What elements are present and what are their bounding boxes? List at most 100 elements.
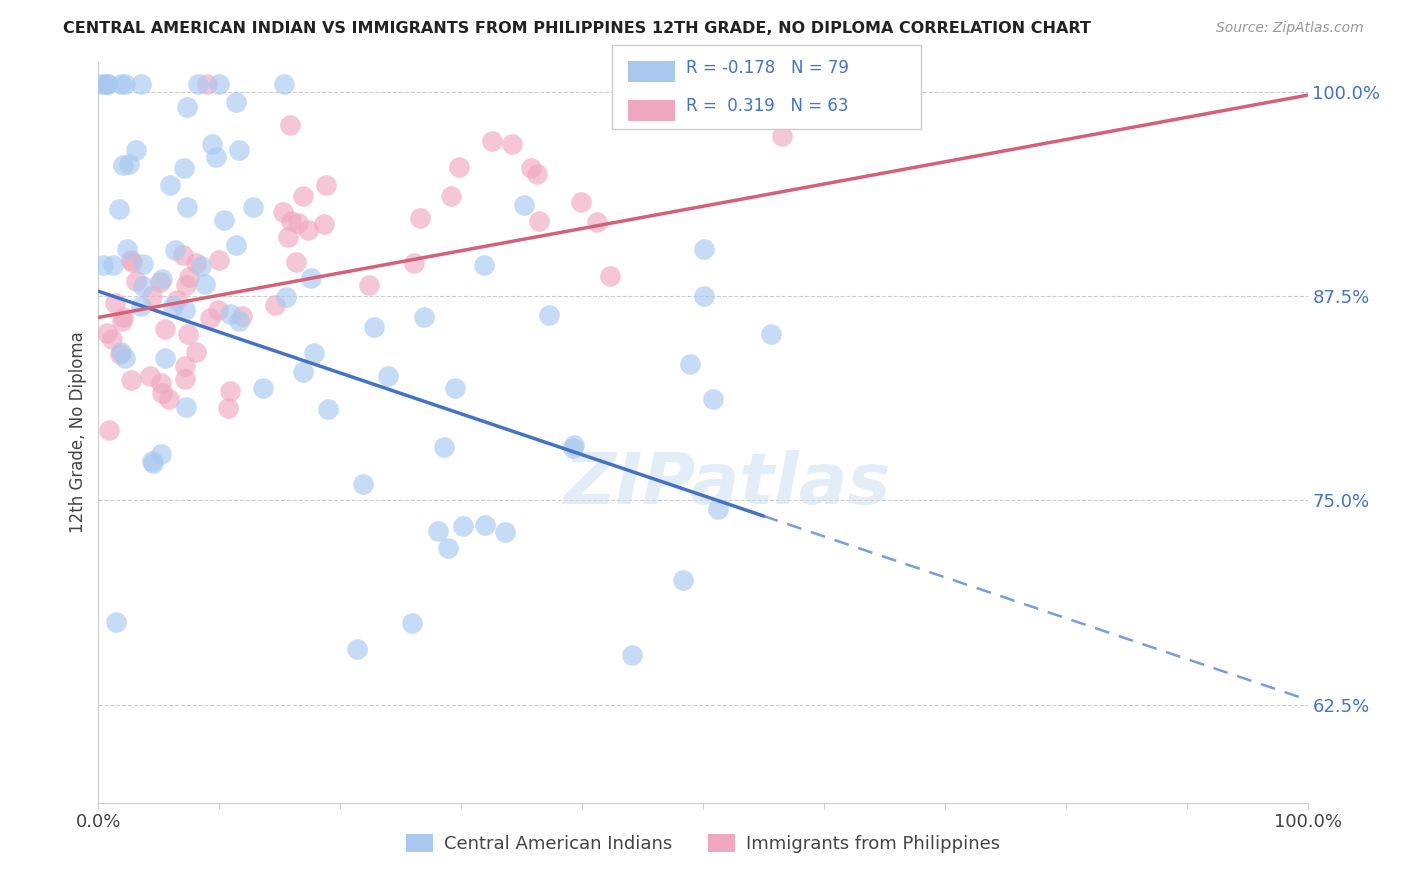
Point (107, 202, 129, 216)
Point (412, 310, 434, 324)
Point (451, 519, 474, 533)
Point (105, 615, 128, 630)
Point (212, 213, 235, 227)
Point (357, 278, 380, 293)
Text: Source: ZipAtlas.com: Source: ZipAtlas.com (1216, 21, 1364, 36)
Point (195, 77, 218, 91)
Point (129, 77, 152, 91)
Legend: Central American Indians, Immigrants from Philippines: Central American Indians, Immigrants fro… (399, 827, 1007, 861)
Point (174, 278, 197, 293)
Point (187, 77, 209, 91)
Point (620, 648, 643, 663)
Point (692, 242, 714, 256)
Point (231, 309, 253, 323)
Point (280, 214, 302, 228)
Point (208, 77, 231, 91)
Point (228, 314, 250, 328)
Point (114, 351, 136, 365)
Point (409, 211, 432, 225)
Point (90, 77, 112, 91)
Point (121, 254, 143, 268)
Point (586, 215, 609, 229)
Point (207, 302, 229, 317)
Point (440, 188, 463, 202)
Point (204, 150, 226, 164)
Point (162, 299, 184, 313)
Point (110, 77, 132, 91)
Point (150, 386, 173, 401)
Point (125, 275, 148, 289)
Point (569, 195, 592, 210)
Point (155, 322, 177, 336)
Point (217, 401, 239, 415)
Point (520, 161, 543, 175)
Point (276, 291, 298, 305)
Point (761, 326, 783, 341)
Y-axis label: 12th Grade, No Diploma: 12th Grade, No Diploma (69, 332, 87, 533)
Point (141, 289, 163, 303)
Point (316, 402, 339, 417)
Point (538, 308, 561, 322)
Point (474, 518, 496, 533)
Point (252, 381, 274, 395)
Point (377, 369, 399, 384)
Point (198, 310, 221, 325)
Point (184, 344, 207, 359)
Point (176, 200, 198, 214)
Point (433, 440, 456, 454)
Point (702, 392, 724, 406)
Point (449, 160, 471, 174)
Point (101, 259, 124, 273)
Point (174, 359, 197, 373)
Point (679, 82, 702, 96)
Point (201, 137, 224, 152)
Point (149, 376, 172, 390)
Point (150, 272, 173, 286)
Point (207, 252, 229, 267)
Point (495, 524, 517, 539)
Point (315, 178, 337, 193)
Point (112, 310, 135, 324)
Point (679, 357, 702, 371)
Point (273, 77, 295, 91)
Point (562, 438, 585, 452)
Point (174, 371, 197, 385)
Point (120, 373, 142, 387)
Point (173, 161, 195, 175)
Point (299, 270, 322, 285)
Point (194, 277, 217, 291)
Text: ZIPatlas: ZIPatlas (564, 450, 891, 519)
Point (443, 381, 465, 395)
Point (481, 134, 503, 148)
Point (437, 541, 460, 556)
Point (150, 447, 173, 461)
Point (104, 296, 127, 310)
Point (623, 77, 645, 91)
Point (225, 238, 247, 252)
Point (110, 347, 132, 361)
Point (100, 332, 122, 346)
Point (297, 223, 319, 237)
Point (114, 77, 136, 91)
Point (142, 456, 165, 470)
Point (363, 320, 385, 334)
Point (157, 392, 180, 407)
Text: R =  0.319   N = 63: R = 0.319 N = 63 (686, 97, 849, 115)
Point (131, 257, 153, 271)
Point (806, 77, 828, 91)
Point (312, 217, 335, 231)
Point (176, 100, 198, 114)
Point (346, 641, 368, 656)
Point (141, 453, 163, 467)
Point (512, 197, 534, 211)
Point (284, 254, 307, 268)
Point (291, 365, 314, 379)
Point (770, 129, 793, 144)
Point (474, 258, 496, 272)
Point (129, 299, 152, 313)
Point (401, 616, 423, 631)
Point (98, 423, 121, 437)
Text: CENTRAL AMERICAN INDIAN VS IMMIGRANTS FROM PHILIPPINES 12TH GRADE, NO DIPLOMA CO: CENTRAL AMERICAN INDIAN VS IMMIGRANTS FR… (63, 21, 1091, 37)
Point (131, 278, 153, 293)
Point (402, 256, 425, 270)
